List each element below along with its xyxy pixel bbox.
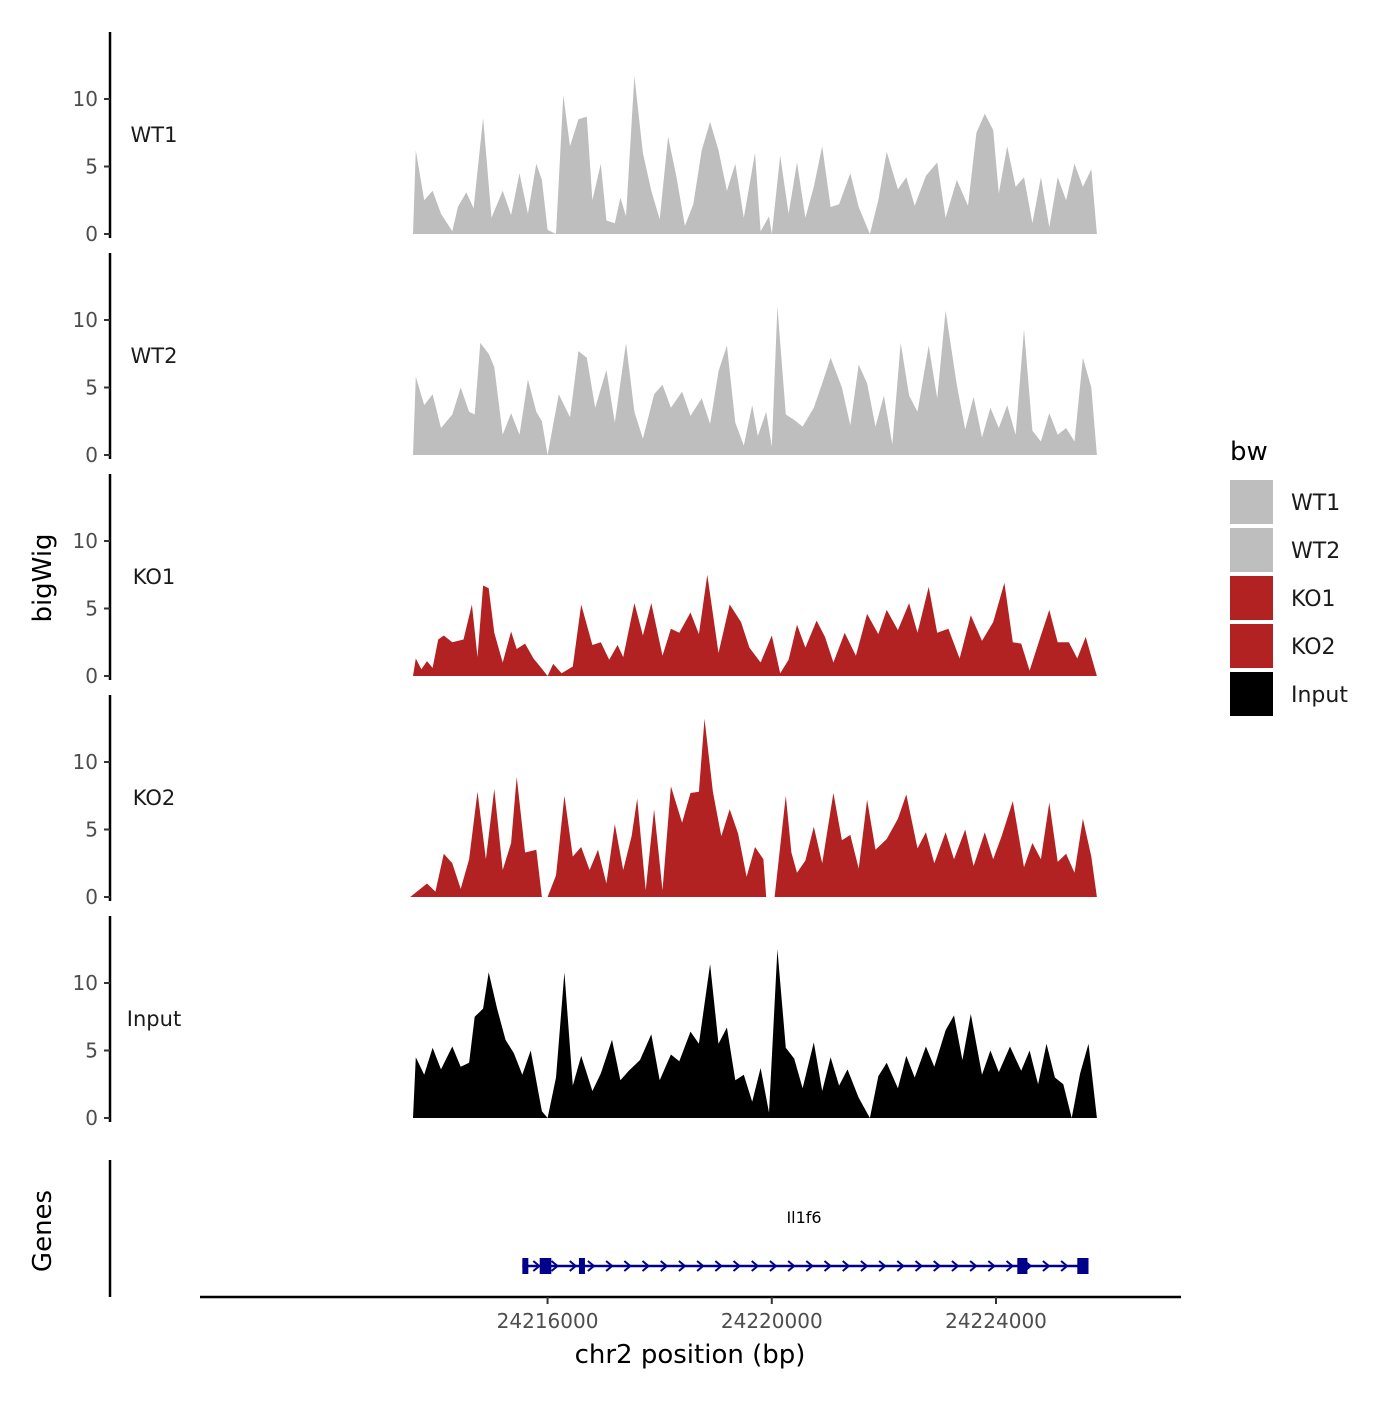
strand-arrow (1042, 1260, 1051, 1272)
strand-arrow (605, 1260, 614, 1272)
strand-arrow (569, 1260, 578, 1272)
gene-track-title: Genes (28, 1190, 58, 1272)
strand-arrow (1005, 1260, 1015, 1272)
exon-block (1077, 1258, 1089, 1274)
x-tick-label: 24220000 (721, 1309, 823, 1333)
track-panels: 0 5 10 WT1 0 5 10 WT2 0 5 10 KO1 0 5 10 KO2 0 5 10 Input (73, 32, 1097, 1130)
strand-arrow (969, 1260, 978, 1272)
y-tick-label: 0 (85, 222, 98, 246)
y-tick-label: 10 (73, 529, 98, 553)
exon-block (545, 1258, 552, 1274)
y-tick-label: 5 (85, 155, 98, 179)
exon-block (1017, 1258, 1028, 1274)
x-tick-label: 24216000 (497, 1309, 599, 1333)
legend-item-wt1: WT1 (1230, 480, 1340, 524)
strand-arrow (896, 1260, 905, 1272)
strand-arrow (660, 1260, 669, 1272)
y-axis-title: bigWig (28, 533, 58, 622)
y-tick-label: 0 (85, 664, 98, 688)
x-tick-label: 24224000 (945, 1309, 1047, 1333)
y-tick-label: 10 (73, 87, 98, 111)
x-axis: 24216000 24220000 24224000 (200, 1295, 1181, 1333)
coverage-area-ko2 (410, 718, 1097, 897)
legend-swatch (1230, 672, 1273, 716)
strand-arrow (933, 1260, 942, 1272)
coverage-area-ko1 (413, 574, 1097, 676)
strand-arrow (951, 1260, 960, 1272)
y-tick-label: 0 (85, 885, 98, 909)
track-wt2: 0 5 10 WT2 (73, 253, 1097, 467)
legend-label: Input (1291, 683, 1348, 708)
legend-label: KO1 (1291, 587, 1336, 612)
strand-arrow (732, 1260, 742, 1272)
strand-arrow (714, 1260, 723, 1272)
y-tick-label: 5 (85, 818, 98, 842)
strand-arrow (878, 1260, 887, 1272)
legend-swatch (1230, 480, 1273, 524)
y-tick-label: 5 (85, 376, 98, 400)
legend-item-ko1: KO1 (1230, 576, 1336, 620)
strand-arrow (532, 1260, 541, 1272)
gene-track: Il1f6 (108, 1160, 1089, 1297)
y-tick-label: 0 (85, 443, 98, 467)
exon-block (578, 1258, 585, 1274)
coverage-area-wt2 (413, 306, 1097, 455)
gene-name-label: Il1f6 (786, 1208, 821, 1227)
track-wt1: 0 5 10 WT1 (73, 32, 1097, 246)
legend-title: bw (1230, 437, 1268, 467)
legend-swatch (1230, 576, 1273, 620)
legend: bw WT1 WT2 KO1 KO2 Input (1230, 437, 1348, 716)
strand-arrow (623, 1260, 632, 1272)
coverage-area-input (413, 949, 1097, 1118)
track-label: KO1 (133, 565, 176, 589)
legend-label: WT1 (1291, 491, 1340, 516)
track-ko2: 0 5 10 KO2 (73, 695, 1097, 909)
x-axis-title: chr2 position (bp) (575, 1340, 806, 1370)
strand-arrow (1060, 1260, 1069, 1272)
track-label: KO2 (133, 786, 176, 810)
y-tick-label: 10 (73, 971, 98, 995)
y-tick-label: 5 (85, 1039, 98, 1063)
strand-arrow (696, 1260, 705, 1272)
y-tick-label: 0 (85, 1106, 98, 1130)
strand-arrow (751, 1260, 760, 1272)
legend-item-ko2: KO2 (1230, 624, 1336, 668)
strand-arrow (769, 1260, 778, 1272)
strand-arrow (787, 1260, 796, 1272)
strand-arrow (550, 1260, 560, 1272)
strand-arrow (842, 1260, 851, 1272)
strand-arrow (914, 1260, 924, 1272)
strand-arrow (678, 1260, 687, 1272)
track-input: 0 5 10 Input (73, 916, 1097, 1130)
legend-label: WT2 (1291, 539, 1340, 564)
legend-label: KO2 (1291, 635, 1336, 660)
track-label: WT2 (131, 344, 178, 368)
y-tick-label: 5 (85, 597, 98, 621)
strand-arrow (641, 1260, 651, 1272)
legend-swatch (1230, 624, 1273, 668)
strand-arrow (860, 1260, 869, 1272)
track-ko1: 0 5 10 KO1 (73, 474, 1097, 688)
legend-swatch (1230, 528, 1273, 572)
legend-item-input: Input (1230, 672, 1348, 716)
strand-arrow (987, 1260, 996, 1272)
y-tick-label: 10 (73, 308, 98, 332)
y-tick-label: 10 (73, 750, 98, 774)
strand-arrow (805, 1260, 814, 1272)
track-label: Input (127, 1007, 181, 1031)
exon-block (522, 1258, 529, 1274)
track-label: WT1 (131, 123, 178, 147)
strand-arrow (823, 1260, 833, 1272)
coverage-area-wt1 (413, 76, 1097, 234)
strand-arrow (587, 1260, 596, 1272)
exon-block (539, 1258, 546, 1274)
legend-item-wt2: WT2 (1230, 528, 1340, 572)
